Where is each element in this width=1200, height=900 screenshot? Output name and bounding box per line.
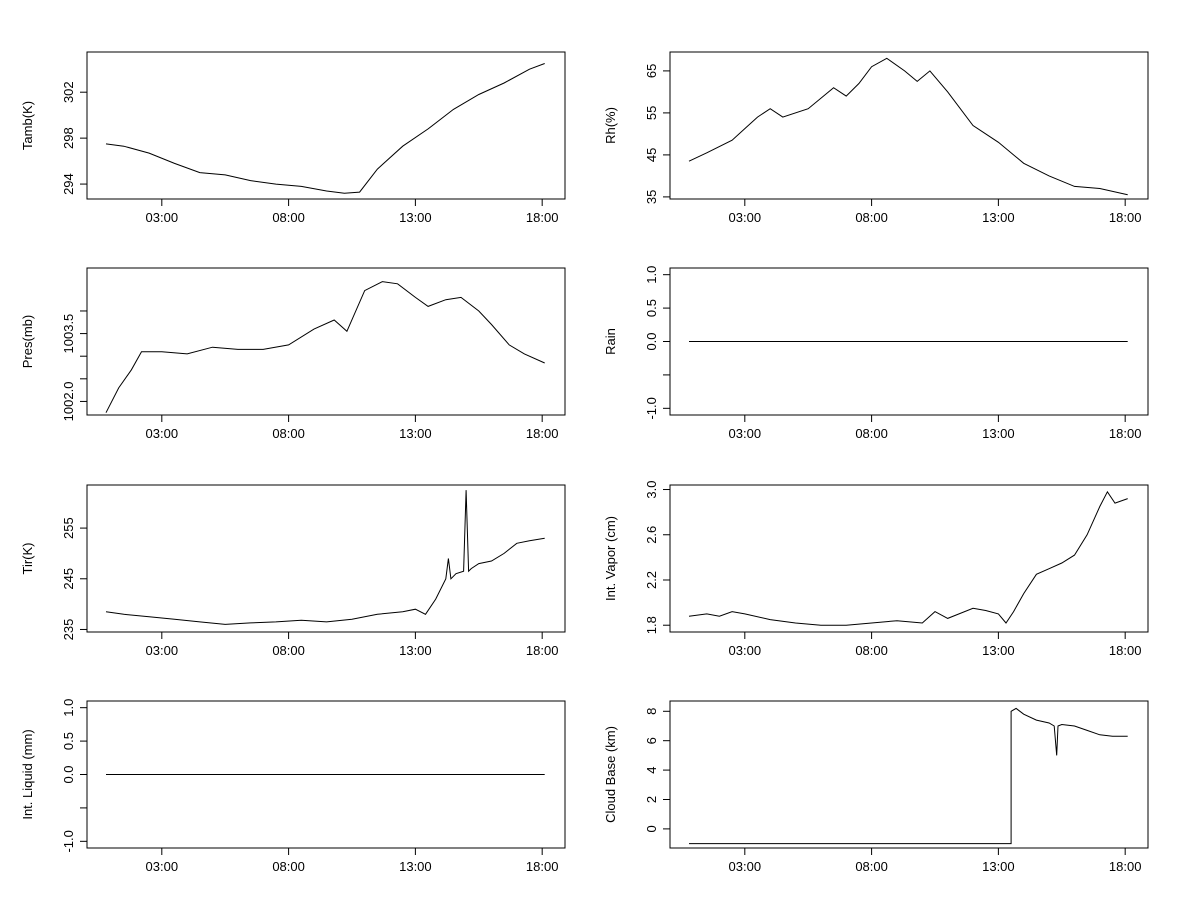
- x-tick-label: 13:00: [982, 859, 1015, 874]
- x-tick-label: 08:00: [855, 210, 888, 225]
- y-tick-label: 1.8: [644, 616, 659, 634]
- y-tick-label: 65: [644, 64, 659, 78]
- x-tick-label: 13:00: [399, 643, 432, 658]
- x-tick-label: 13:00: [982, 426, 1015, 441]
- chart-panel: 03:00 08:00 13:00 18:00 235 245 255 Tir(K): [20, 484, 566, 658]
- y-tick-label: 298: [61, 127, 76, 149]
- y-tick-label: -1.0: [644, 397, 659, 419]
- x-tick-label: 18:00: [1109, 643, 1142, 658]
- x-tick-label: 08:00: [272, 643, 305, 658]
- y-tick-label: 294: [61, 173, 76, 195]
- y-tick-label: 1002.0: [61, 382, 76, 422]
- y-axis-label: Int. Liquid (mm): [20, 729, 35, 819]
- x-tick-label: 18:00: [1109, 210, 1142, 225]
- y-tick-label: 0.0: [61, 765, 76, 783]
- x-tick-label: 03:00: [146, 643, 179, 658]
- chart-panel: 03:00 08:00 13:00 18:00 1.8 2.2 2.6 3.0 Int. Vap…: [603, 480, 1149, 658]
- y-tick-label: 245: [61, 568, 76, 590]
- x-tick-label: 13:00: [399, 859, 432, 874]
- y-tick-label: 2.6: [644, 526, 659, 544]
- x-tick-label: 08:00: [855, 426, 888, 441]
- y-axis-label: Cloud Base (km): [603, 726, 618, 823]
- y-tick-label: 1003.5: [61, 314, 76, 354]
- plot-frame: [86, 267, 566, 416]
- y-axis-label: Rain: [603, 328, 618, 355]
- x-tick-label: 08:00: [272, 426, 305, 441]
- x-tick-label: 18:00: [526, 210, 559, 225]
- y-tick-label: 8: [644, 708, 659, 715]
- y-tick-label: 2.2: [644, 571, 659, 589]
- x-tick-label: 03:00: [146, 859, 179, 874]
- data-series-line: [689, 707, 1128, 845]
- x-tick-label: 13:00: [982, 643, 1015, 658]
- x-tick-label: 08:00: [272, 859, 305, 874]
- chart-panel: 03:00 08:00 13:00 18:00 1002.0 1003.5 Pres(mb): [20, 267, 566, 441]
- y-tick-label: 0.0: [644, 332, 659, 350]
- plot-frame: [669, 484, 1149, 633]
- x-tick-label: 03:00: [729, 210, 762, 225]
- y-axis-label: Pres(mb): [20, 315, 35, 368]
- plot-frame: [669, 700, 1149, 849]
- x-tick-label: 03:00: [146, 210, 179, 225]
- plot-frame: [669, 51, 1149, 200]
- y-tick-label: -1.0: [61, 830, 76, 852]
- y-tick-label: 45: [644, 148, 659, 162]
- x-tick-label: 18:00: [1109, 859, 1142, 874]
- x-tick-label: 03:00: [729, 859, 762, 874]
- y-tick-label: 0.5: [61, 732, 76, 750]
- chart-panel: 03:00 08:00 13:00 18:00 -1.0 0.0 0.5 1.0 Int. Li…: [20, 699, 566, 874]
- x-tick-label: 03:00: [146, 426, 179, 441]
- data-series-line: [105, 490, 545, 625]
- chart-panel: 03:00 08:00 13:00 18:00 294 298 302 Tamb(K): [20, 51, 566, 225]
- data-series-line: [688, 57, 1128, 196]
- y-tick-label: 3.0: [644, 480, 659, 498]
- y-axis-label: Rh(%): [603, 107, 618, 144]
- plot-frame: [86, 484, 566, 633]
- x-tick-label: 03:00: [729, 643, 762, 658]
- x-tick-label: 13:00: [399, 426, 432, 441]
- y-tick-label: 302: [61, 81, 76, 103]
- x-tick-label: 13:00: [399, 210, 432, 225]
- chart-panel: 03:00 08:00 13:00 18:00 35 45 55 65 Rh(%): [603, 51, 1149, 225]
- data-series-line: [105, 63, 545, 194]
- chart-panel: 03:00 08:00 13:00 18:00 0 2 4 6 8 Cloud Base (km): [603, 700, 1149, 874]
- y-tick-label: 6: [644, 737, 659, 744]
- x-tick-label: 08:00: [855, 859, 888, 874]
- y-axis-label: Tamb(K): [20, 101, 35, 150]
- y-tick-label: 1.0: [61, 699, 76, 717]
- data-series-line: [105, 281, 545, 413]
- y-tick-label: 255: [61, 517, 76, 539]
- x-tick-label: 13:00: [982, 210, 1015, 225]
- y-tick-label: 0: [644, 825, 659, 832]
- plot-frame: [86, 51, 566, 200]
- y-axis-label: Int. Vapor (cm): [603, 516, 618, 601]
- data-series-line: [688, 490, 1128, 626]
- y-tick-label: 235: [61, 619, 76, 641]
- x-tick-label: 08:00: [272, 210, 305, 225]
- chart-panel: 03:00 08:00 13:00 18:00 -1.0 0.0 0.5 1.0 Rain: [603, 266, 1149, 441]
- y-tick-label: 2: [644, 796, 659, 803]
- x-tick-label: 03:00: [729, 426, 762, 441]
- x-tick-label: 08:00: [855, 643, 888, 658]
- x-tick-label: 18:00: [526, 859, 559, 874]
- y-tick-label: 35: [644, 190, 659, 204]
- y-tick-label: 0.5: [644, 299, 659, 317]
- y-tick-label: 4: [644, 766, 659, 773]
- y-axis-label: Tir(K): [20, 542, 35, 574]
- x-tick-label: 18:00: [526, 426, 559, 441]
- x-tick-label: 18:00: [1109, 426, 1142, 441]
- x-tick-label: 18:00: [526, 643, 559, 658]
- y-tick-label: 1.0: [644, 266, 659, 284]
- y-tick-label: 55: [644, 106, 659, 120]
